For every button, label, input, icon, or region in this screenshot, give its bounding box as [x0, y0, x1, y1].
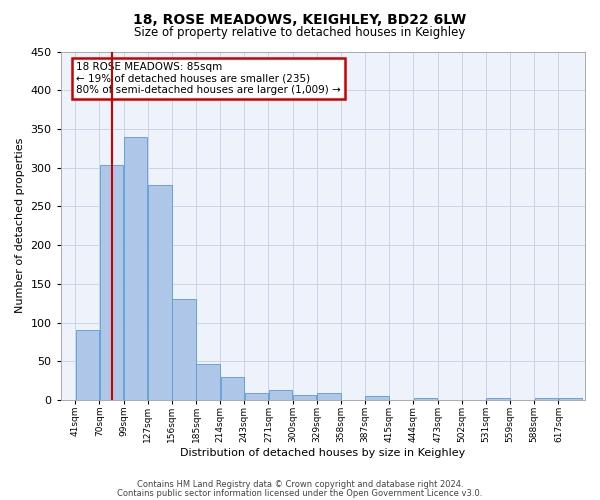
Text: Contains HM Land Registry data © Crown copyright and database right 2024.: Contains HM Land Registry data © Crown c…	[137, 480, 463, 489]
Bar	[293, 396, 316, 400]
Bar	[221, 377, 244, 400]
Bar	[317, 393, 341, 400]
Bar	[365, 396, 389, 400]
Bar	[486, 398, 510, 400]
Bar	[76, 330, 99, 400]
Text: Contains public sector information licensed under the Open Government Licence v3: Contains public sector information licen…	[118, 488, 482, 498]
Bar	[269, 390, 292, 400]
Bar	[100, 166, 123, 400]
Text: 18, ROSE MEADOWS, KEIGHLEY, BD22 6LW: 18, ROSE MEADOWS, KEIGHLEY, BD22 6LW	[133, 12, 467, 26]
Bar	[148, 184, 172, 400]
Text: Size of property relative to detached houses in Keighley: Size of property relative to detached ho…	[134, 26, 466, 39]
X-axis label: Distribution of detached houses by size in Keighley: Distribution of detached houses by size …	[180, 448, 466, 458]
Bar	[172, 298, 196, 400]
Bar	[196, 364, 220, 400]
Y-axis label: Number of detached properties: Number of detached properties	[15, 138, 25, 314]
Bar	[535, 398, 558, 400]
Bar	[414, 398, 437, 400]
Text: 18 ROSE MEADOWS: 85sqm
← 19% of detached houses are smaller (235)
80% of semi-de: 18 ROSE MEADOWS: 85sqm ← 19% of detached…	[76, 62, 341, 95]
Bar	[245, 393, 268, 400]
Bar	[559, 398, 582, 400]
Bar	[124, 136, 148, 400]
